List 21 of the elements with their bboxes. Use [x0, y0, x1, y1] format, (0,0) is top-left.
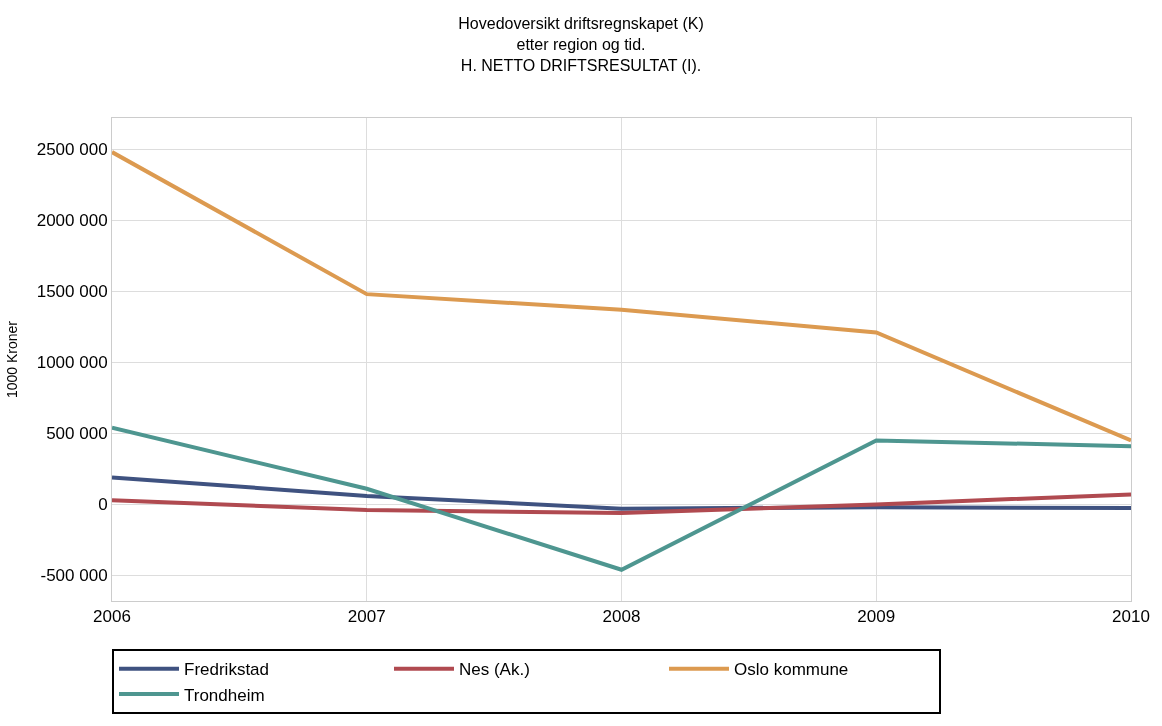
y-tick-label: 2000 000: [36, 211, 108, 231]
legend-label: Nes (Ak.): [459, 660, 530, 680]
legend-label: Trondheim: [184, 685, 265, 705]
x-tick-label: 2009: [857, 607, 896, 627]
chart-title: Hovedoversikt driftsregnskapet (K) etter region og tid. H. NETTO DRIFTSRESULTAT (I).: [458, 15, 704, 74]
y-axis-title: 1000 Kroner: [4, 320, 21, 399]
y-tick-label: 2500 000: [36, 140, 108, 160]
y-tick-label: 1500 000: [36, 282, 108, 302]
line-series: [112, 425, 1131, 572]
x-tick-label: 2007: [347, 607, 386, 627]
x-tick-label: 2010: [1112, 607, 1150, 627]
line-series: [112, 492, 1131, 515]
y-tick-label: 1000 000: [36, 353, 108, 373]
line-series: [112, 150, 1131, 443]
y-tick-label: -500 000: [40, 566, 108, 586]
legend-label: Fredrikstad: [184, 660, 270, 680]
legend-label: Oslo kommune: [734, 660, 849, 680]
x-tick-label: 2008: [602, 607, 641, 627]
y-tick-label: 0: [98, 495, 108, 515]
y-tick-label: 500 000: [46, 424, 108, 444]
x-tick-label: 2006: [93, 607, 131, 627]
